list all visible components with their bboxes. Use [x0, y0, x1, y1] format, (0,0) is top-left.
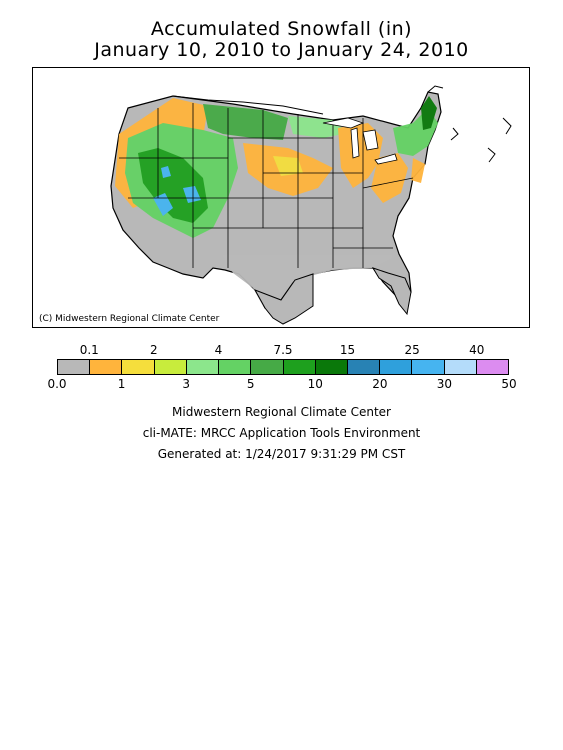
footer-tool: cli-MATE: MRCC Application Tools Environ… — [142, 426, 421, 440]
legend-top-label: 4 — [214, 343, 223, 357]
legend-bottom-label: 30 — [436, 377, 453, 391]
legend-swatch — [90, 360, 123, 374]
map-title: Accumulated Snowfall (in) — [150, 18, 413, 40]
snowfall-map: (C) Midwestern Regional Climate Center — [32, 67, 530, 328]
legend-swatch — [154, 360, 187, 374]
legend-swatch — [380, 360, 413, 374]
legend-top-label: 7.5 — [273, 343, 293, 357]
state-borders — [119, 103, 414, 268]
legend-swatch — [283, 360, 316, 374]
legend-top-label: 2 — [150, 343, 158, 357]
color-legend: 0.1 2 4 7.5 15 25 40 0.0 1 3 5 10 20 30 50 — [47, 343, 516, 403]
legend-swatch — [476, 360, 509, 374]
map-date-range: January 10, 2010 to January 24, 2010 — [94, 39, 469, 61]
legend-swatch — [186, 360, 220, 374]
legend-bottom-label: 50 — [501, 377, 517, 391]
legend-swatch — [315, 360, 348, 374]
footer-org: Midwestern Regional Climate Center — [172, 405, 391, 419]
legend-top-label: 25 — [404, 343, 420, 357]
border-decorations — [172, 85, 512, 163]
legend-bottom-label: 1 — [117, 377, 126, 391]
legend-swatch — [219, 360, 252, 374]
florida — [371, 267, 412, 316]
legend-bottom-label: 0.0 — [47, 377, 67, 391]
legend-top-label: 0.1 — [79, 343, 99, 357]
legend-swatch — [412, 360, 445, 374]
legend-bottom-label: 10 — [307, 377, 323, 391]
legend-bottom-label: 3 — [182, 377, 190, 391]
footer-generated: Generated at: 1/24/2017 9:31:29 PM CST — [157, 447, 406, 461]
legend-bottom-label: 20 — [372, 377, 388, 391]
great-lakes — [322, 117, 398, 165]
legend-swatch — [251, 360, 284, 374]
legend-swatch — [444, 360, 477, 374]
snow-regions — [115, 96, 438, 306]
us-map-svg — [110, 85, 512, 325]
legend-swatch — [122, 360, 155, 374]
legend-top-label: 40 — [469, 343, 485, 357]
legend-bottom-label: 5 — [246, 377, 255, 391]
map-credit: (C) Midwestern Regional Climate Center — [39, 314, 220, 324]
texas — [253, 273, 314, 325]
legend-top-label: 15 — [339, 343, 356, 357]
legend-color-bar — [57, 359, 509, 375]
legend-swatch — [347, 360, 381, 374]
legend-swatch — [58, 360, 91, 374]
